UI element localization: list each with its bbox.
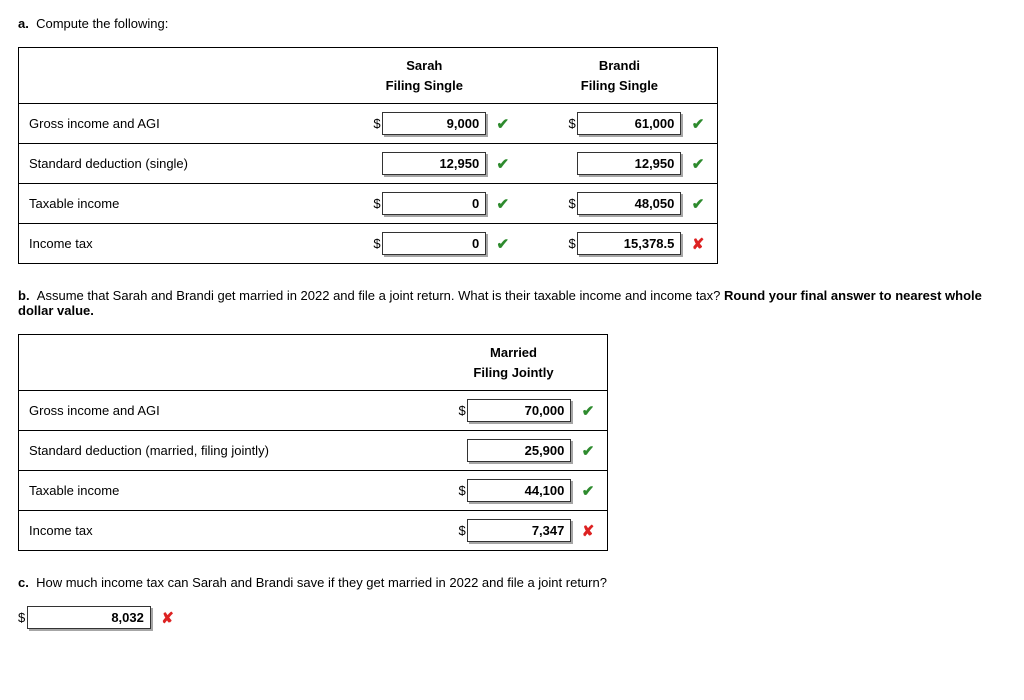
check-icon: ✔ — [579, 482, 597, 500]
input-brandi-stddev[interactable]: 12,950 — [577, 152, 681, 175]
table-a: SarahFiling Single BrandiFiling Single G… — [18, 47, 718, 264]
check-icon: ✔ — [689, 115, 707, 133]
dollar-sign: $ — [459, 403, 466, 418]
input-sarah-stddev[interactable]: 12,950 — [382, 152, 486, 175]
dollar-sign: $ — [569, 116, 576, 131]
dollar-sign: $ — [373, 236, 380, 251]
check-icon: ✔ — [579, 442, 597, 460]
part-c-prompt: c. How much income tax can Sarah and Bra… — [18, 575, 1006, 590]
part-b-prompt: b. Assume that Sarah and Brandi get marr… — [18, 288, 1006, 318]
row-label-stddev-a: Standard deduction (single) — [19, 144, 327, 184]
input-married-stddev[interactable]: 25,900 — [467, 439, 571, 462]
dollar-sign: $ — [459, 483, 466, 498]
input-married-taxable[interactable]: 44,100 — [467, 479, 571, 502]
input-sarah-taxable[interactable]: 0 — [382, 192, 486, 215]
row-label-tax-a: Income tax — [19, 224, 327, 264]
cross-icon: ✘ — [579, 522, 597, 540]
check-icon: ✔ — [689, 195, 707, 213]
check-icon: ✔ — [494, 195, 512, 213]
dollar-sign: $ — [569, 196, 576, 211]
col-header-married: MarriedFiling Jointly — [420, 335, 607, 391]
dollar-sign: $ — [569, 236, 576, 251]
part-a-prompt: a. Compute the following: — [18, 16, 1006, 31]
part-a-prefix: a. — [18, 16, 29, 31]
input-sarah-gross[interactable]: 9,000 — [382, 112, 486, 135]
input-c[interactable]: 8,032 — [27, 606, 151, 629]
row-label-tax-b: Income tax — [19, 511, 421, 551]
row-label-taxable-a: Taxable income — [19, 184, 327, 224]
row-label-taxable-b: Taxable income — [19, 471, 421, 511]
part-b-prefix: b. — [18, 288, 30, 303]
col-header-brandi: BrandiFiling Single — [522, 48, 718, 104]
input-sarah-tax[interactable]: 0 — [382, 232, 486, 255]
check-icon: ✔ — [579, 402, 597, 420]
row-label-gross-a: Gross income and AGI — [19, 104, 327, 144]
dollar-sign: $ — [459, 523, 466, 538]
check-icon: ✔ — [494, 115, 512, 133]
check-icon: ✔ — [689, 155, 707, 173]
input-married-tax[interactable]: 7,347 — [467, 519, 571, 542]
input-brandi-gross[interactable]: 61,000 — [577, 112, 681, 135]
row-label-stddev-b: Standard deduction (married, filing join… — [19, 431, 421, 471]
cross-icon: ✘ — [689, 235, 707, 253]
table-b: MarriedFiling Jointly Gross income and A… — [18, 334, 608, 551]
check-icon: ✔ — [494, 155, 512, 173]
col-header-sarah: SarahFiling Single — [327, 48, 522, 104]
check-icon: ✔ — [494, 235, 512, 253]
part-c-prefix: c. — [18, 575, 29, 590]
input-married-gross[interactable]: 70,000 — [467, 399, 571, 422]
cross-icon: ✘ — [158, 609, 176, 627]
part-a-text: Compute the following: — [36, 16, 168, 31]
part-c-text: How much income tax can Sarah and Brandi… — [36, 575, 607, 590]
dollar-sign: $ — [373, 196, 380, 211]
dollar-sign: $ — [18, 610, 25, 625]
part-b-text: Assume that Sarah and Brandi get married… — [37, 288, 724, 303]
input-brandi-taxable[interactable]: 48,050 — [577, 192, 681, 215]
dollar-sign: $ — [373, 116, 380, 131]
row-label-gross-b: Gross income and AGI — [19, 391, 421, 431]
part-c-answer: $ 8,032 ✘ — [18, 606, 1006, 629]
input-brandi-tax[interactable]: 15,378.5 — [577, 232, 681, 255]
